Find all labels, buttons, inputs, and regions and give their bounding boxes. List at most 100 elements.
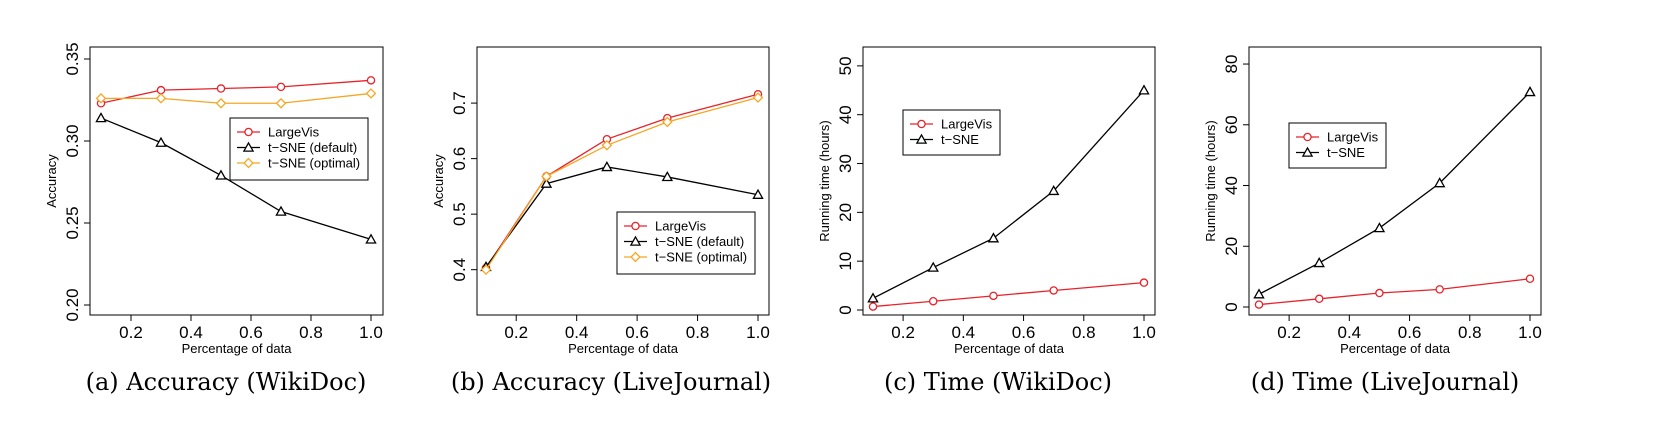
- series-line: [1258, 91, 1531, 295]
- y-tick-label: 0.7: [450, 91, 469, 115]
- data-point: [95, 93, 107, 104]
- y-tick-label: 0: [1222, 302, 1241, 311]
- data-point: [480, 264, 492, 275]
- legend-label: LargeVis: [1327, 130, 1379, 145]
- legend-box: [1288, 122, 1387, 169]
- panel-caption: (b) Accuracy (LiveJournal): [451, 368, 771, 396]
- y-tick-label: 0.5: [450, 202, 469, 226]
- x-tick-label: 0.6: [239, 323, 263, 342]
- data-point: [155, 93, 167, 104]
- series-line: [1258, 278, 1531, 306]
- x-tick-label: 0.8: [1072, 323, 1096, 342]
- x-tick-label: 1.0: [1132, 323, 1156, 342]
- data-point: [601, 161, 613, 172]
- legend-marker: [243, 157, 254, 169]
- panel-caption: (a) Accuracy (WikiDoc): [86, 368, 367, 396]
- data-point: [276, 82, 286, 92]
- legend-box: [902, 109, 1001, 156]
- data-point: [1314, 294, 1324, 304]
- x-tick-label: 0.4: [952, 323, 976, 342]
- x-tick-label: 0.8: [686, 323, 710, 342]
- data-point: [1313, 257, 1325, 268]
- plot-frame: [476, 46, 770, 316]
- legend-marker: [631, 221, 640, 231]
- data-point: [216, 84, 226, 93]
- data-point: [1373, 222, 1386, 233]
- x-tick-label: 0.4: [1338, 323, 1362, 342]
- y-axis-title: Accuracy: [431, 154, 446, 208]
- data-point: [1139, 278, 1149, 287]
- legend-marker: [917, 119, 926, 129]
- x-tick-label: 1.0: [746, 323, 770, 342]
- legend-marker: [1301, 146, 1314, 157]
- data-point: [275, 205, 287, 216]
- legend-label: t−SNE: [941, 132, 979, 147]
- chart-panel-3: 0.2 0.4 0.6 0.8 1.0 0 10 20 30 40 50 Percentage of …: [817, 46, 1156, 396]
- x-tick-label: 0.6: [625, 323, 649, 342]
- legend-box: [229, 117, 369, 181]
- legend-label: LargeVis: [655, 219, 707, 234]
- x-tick-label: 0.2: [891, 323, 915, 342]
- x-tick-label: 0.8: [1458, 323, 1482, 342]
- data-point: [215, 169, 227, 180]
- data-point: [1524, 86, 1536, 97]
- x-tick-label: 0.6: [1398, 323, 1422, 342]
- legend-marker: [915, 133, 928, 144]
- x-tick-label: 0.2: [1277, 323, 1301, 342]
- legend-marker: [630, 251, 641, 263]
- x-tick-label: 0.6: [1012, 323, 1036, 342]
- x-axis-title: Percentage of data: [954, 341, 1065, 356]
- chart-panel-1: 0.2 0.4 0.6 0.8 1.0 0.20 0.25 0.30 0.35 Percentag…: [44, 42, 384, 396]
- plot-frame: [862, 46, 1156, 316]
- y-tick-label: 0.6: [450, 147, 469, 171]
- legend-marker: [242, 141, 255, 152]
- legend-marker: [244, 127, 253, 137]
- data-point: [928, 296, 938, 306]
- data-point: [989, 291, 998, 301]
- y-tick-label: 40: [1222, 176, 1241, 195]
- legend-label: t−SNE (optimal): [655, 250, 747, 265]
- data-point: [95, 112, 107, 123]
- y-tick-label: 0.35: [63, 42, 82, 75]
- x-tick-label: 0.8: [299, 323, 323, 342]
- y-tick-label: 0.4: [450, 258, 469, 282]
- data-point: [1525, 274, 1535, 284]
- data-point: [662, 116, 673, 128]
- data-point: [1253, 288, 1265, 299]
- y-tick-label: 50: [836, 56, 855, 75]
- y-tick-label: 40: [836, 105, 855, 124]
- plot-frame: [89, 46, 384, 316]
- x-tick-label: 1.0: [1518, 323, 1542, 342]
- chart-panel-4: 0.2 0.4 0.6 0.8 1.0 0 20 40 60 80 Percentage of da…: [1203, 46, 1542, 396]
- data-point: [661, 171, 674, 182]
- x-tick-label: 1.0: [359, 323, 383, 342]
- data-point: [1375, 288, 1384, 298]
- data-point: [752, 188, 764, 199]
- data-point: [1435, 285, 1444, 294]
- panel-caption: (c) Time (WikiDoc): [884, 368, 1112, 396]
- x-axis-title: Percentage of data: [182, 341, 293, 356]
- y-tick-label: 0.25: [63, 206, 82, 239]
- legend-label: LargeVis: [268, 125, 320, 140]
- data-point: [868, 302, 878, 311]
- x-tick-label: 0.2: [119, 323, 143, 342]
- y-tick-label: 0.30: [63, 124, 82, 157]
- y-tick-label: 0.20: [63, 288, 82, 321]
- legend-label: t−SNE (optimal): [268, 156, 360, 171]
- x-axis-title: Percentage of data: [1340, 341, 1451, 356]
- data-point: [215, 97, 227, 109]
- data-point: [601, 139, 613, 151]
- x-tick-label: 0.2: [504, 323, 528, 342]
- data-point: [156, 85, 166, 95]
- y-axis-title: Accuracy: [44, 154, 59, 208]
- y-tick-label: 0: [836, 305, 855, 314]
- data-point: [366, 76, 376, 85]
- legend-label: t−SNE: [1327, 145, 1365, 160]
- y-tick-label: 10: [836, 252, 855, 271]
- legend-label: t−SNE (default): [268, 140, 357, 155]
- data-point: [1049, 286, 1058, 295]
